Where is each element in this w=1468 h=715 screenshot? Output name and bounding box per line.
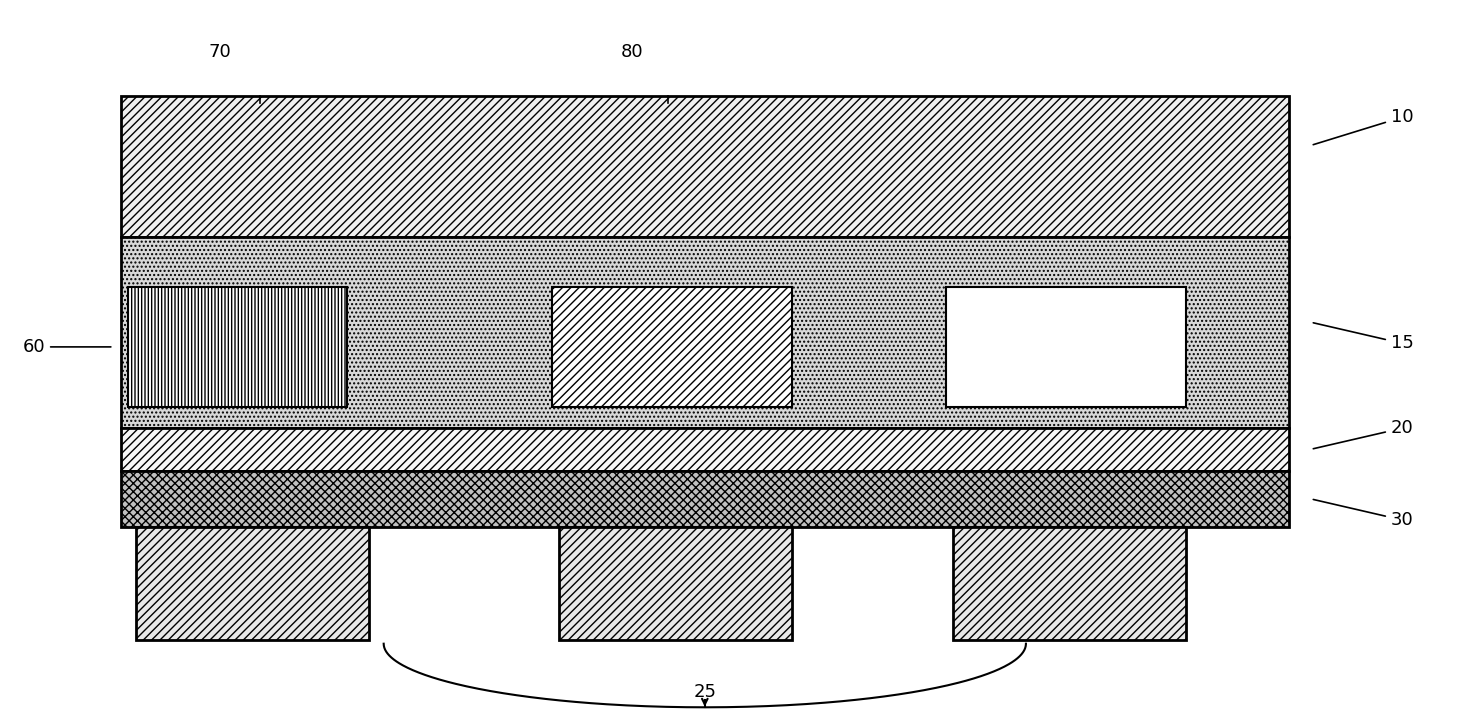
Text: 60: 60 (22, 338, 112, 356)
Text: 70: 70 (208, 43, 232, 61)
Bar (120, 237, 1289, 428)
Bar (559, 527, 793, 640)
Bar (120, 470, 1289, 527)
Text: 80: 80 (621, 43, 643, 61)
Bar (120, 428, 1289, 470)
Text: 30: 30 (1314, 500, 1414, 529)
Bar (128, 287, 348, 407)
Bar (552, 287, 793, 407)
Bar (135, 527, 368, 640)
Text: 15: 15 (1314, 322, 1414, 352)
Bar (953, 527, 1186, 640)
Bar (120, 96, 1289, 237)
Text: 10: 10 (1314, 108, 1414, 144)
Text: 25: 25 (693, 683, 716, 701)
Bar (945, 287, 1186, 407)
Text: 20: 20 (1314, 419, 1414, 449)
